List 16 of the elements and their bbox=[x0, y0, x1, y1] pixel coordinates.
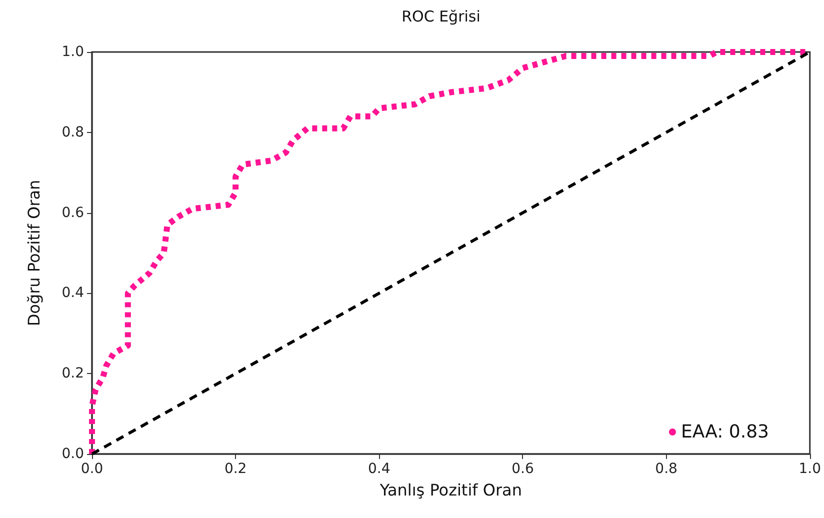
y-tick-label: 1.0 bbox=[62, 44, 84, 60]
x-tick-label: 1.0 bbox=[798, 461, 821, 477]
x-tick-label: 0.2 bbox=[224, 461, 247, 477]
y-tick-label: 0.2 bbox=[62, 366, 84, 382]
x-tick-label: 0.0 bbox=[80, 461, 104, 477]
x-tick-label: 0.6 bbox=[512, 461, 534, 477]
y-axis-title: Doğru Pozitif Oran bbox=[24, 180, 44, 326]
x-tick-label: 0.4 bbox=[368, 461, 390, 477]
y-tick-label: 0.6 bbox=[62, 204, 84, 221]
y-tick-label: 0.0 bbox=[62, 446, 84, 462]
y-tick-label: 0.4 bbox=[62, 285, 84, 302]
legend-label: EAA: 0.83 bbox=[680, 422, 770, 442]
x-axis-title: Yanlış Pozitif Oran bbox=[378, 480, 522, 500]
y-tick-label: 0.8 bbox=[62, 124, 84, 140]
x-tick-label: 0.8 bbox=[655, 461, 678, 477]
chart-title: ROC Eğrisi bbox=[402, 8, 480, 26]
